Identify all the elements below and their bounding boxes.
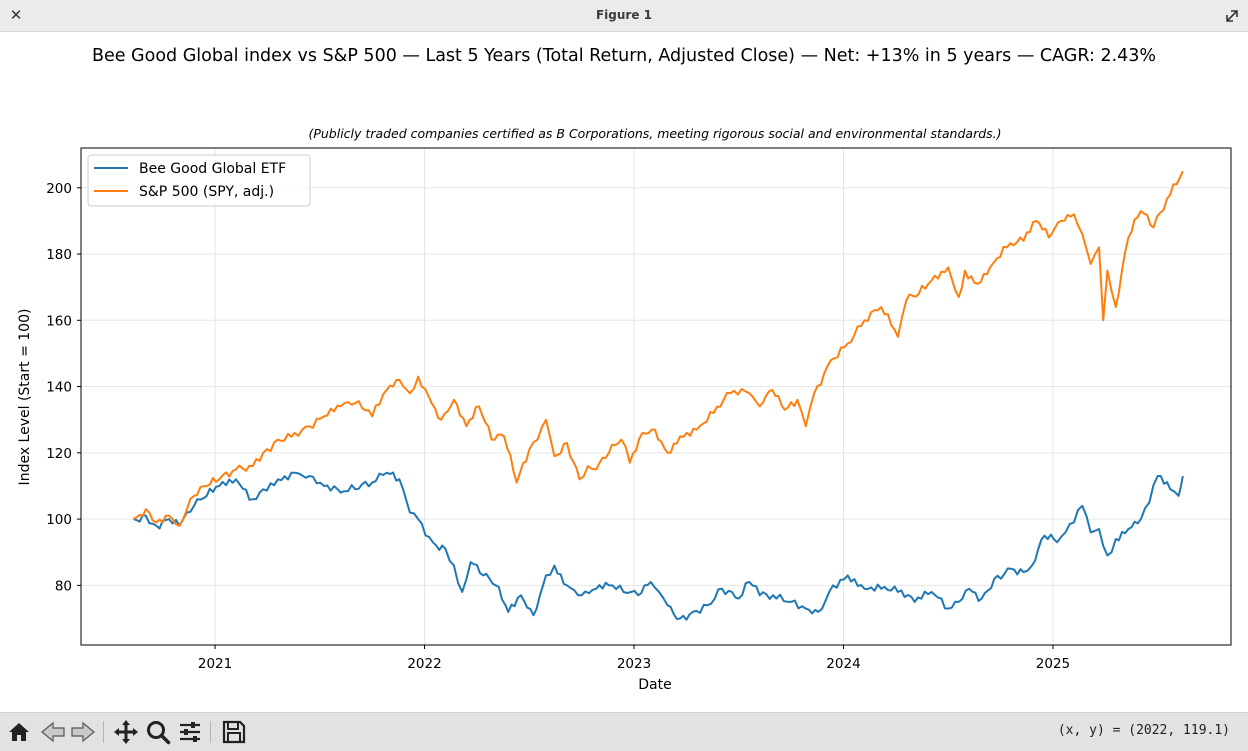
y-tick-label: 100 xyxy=(46,512,72,528)
y-tick-label: 160 xyxy=(46,313,72,329)
y-tick-label: 120 xyxy=(46,446,72,462)
toolbar-separator xyxy=(103,721,104,743)
pan-move-icon[interactable] xyxy=(112,718,140,746)
toolbar-separator xyxy=(210,721,211,743)
y-tick-label: 140 xyxy=(46,380,72,396)
configure-subplots-icon[interactable] xyxy=(176,718,204,746)
x-tick-label: 2021 xyxy=(198,656,232,672)
y-axis-label: Index Level (Start = 100) xyxy=(17,309,33,486)
series-line-bee-good-global-etf xyxy=(133,471,1184,621)
ticks: 2021 2022 2023 2024 2025 80 100 120 140 160 180 200 xyxy=(46,181,1070,672)
y-tick-label: 180 xyxy=(46,247,72,263)
legend-box xyxy=(87,154,311,207)
x-axis-label: Date xyxy=(638,677,671,693)
legend-label-sp500: S&P 500 (SPY, adj.) xyxy=(139,184,274,200)
save-floppy-icon[interactable] xyxy=(220,718,248,746)
series-line-sp500 xyxy=(132,170,1184,527)
close-icon[interactable]: ✕ xyxy=(9,6,23,24)
legend: Bee Good Global ETF S&P 500 (SPY, adj.) xyxy=(87,154,311,207)
x-tick-label: 2024 xyxy=(826,656,860,672)
toolbar: (x, y) = (2022, 119.1) xyxy=(0,712,1248,751)
axes-frame xyxy=(80,147,1232,646)
forward-arrow-icon[interactable] xyxy=(69,718,97,746)
figure-canvas[interactable]: Bee Good Global index vs S&P 500 — Last … xyxy=(0,32,1248,712)
y-tick-label: 80 xyxy=(55,578,72,594)
zoom-magnifier-icon[interactable] xyxy=(144,718,172,746)
window-title: Figure 1 xyxy=(595,8,653,22)
chart-subtitle: (Publicly traded companies certified as … xyxy=(308,126,1001,141)
x-tick-label: 2022 xyxy=(407,656,441,672)
window-titlebar: ✕ Figure 1 xyxy=(0,0,1248,32)
expand-icon[interactable] xyxy=(1224,6,1240,24)
y-tick-label: 200 xyxy=(46,181,72,197)
chart-title: Bee Good Global index vs S&P 500 — Last … xyxy=(92,46,1156,66)
x-tick-label: 2025 xyxy=(1036,656,1070,672)
plot-lines xyxy=(132,170,1184,621)
cursor-coordinates: (x, y) = (2022, 119.1) xyxy=(1057,723,1230,738)
x-tick-label: 2023 xyxy=(617,656,651,672)
back-arrow-icon[interactable] xyxy=(39,718,67,746)
legend-label-bee-good: Bee Good Global ETF xyxy=(139,161,286,177)
home-icon[interactable] xyxy=(5,718,33,746)
